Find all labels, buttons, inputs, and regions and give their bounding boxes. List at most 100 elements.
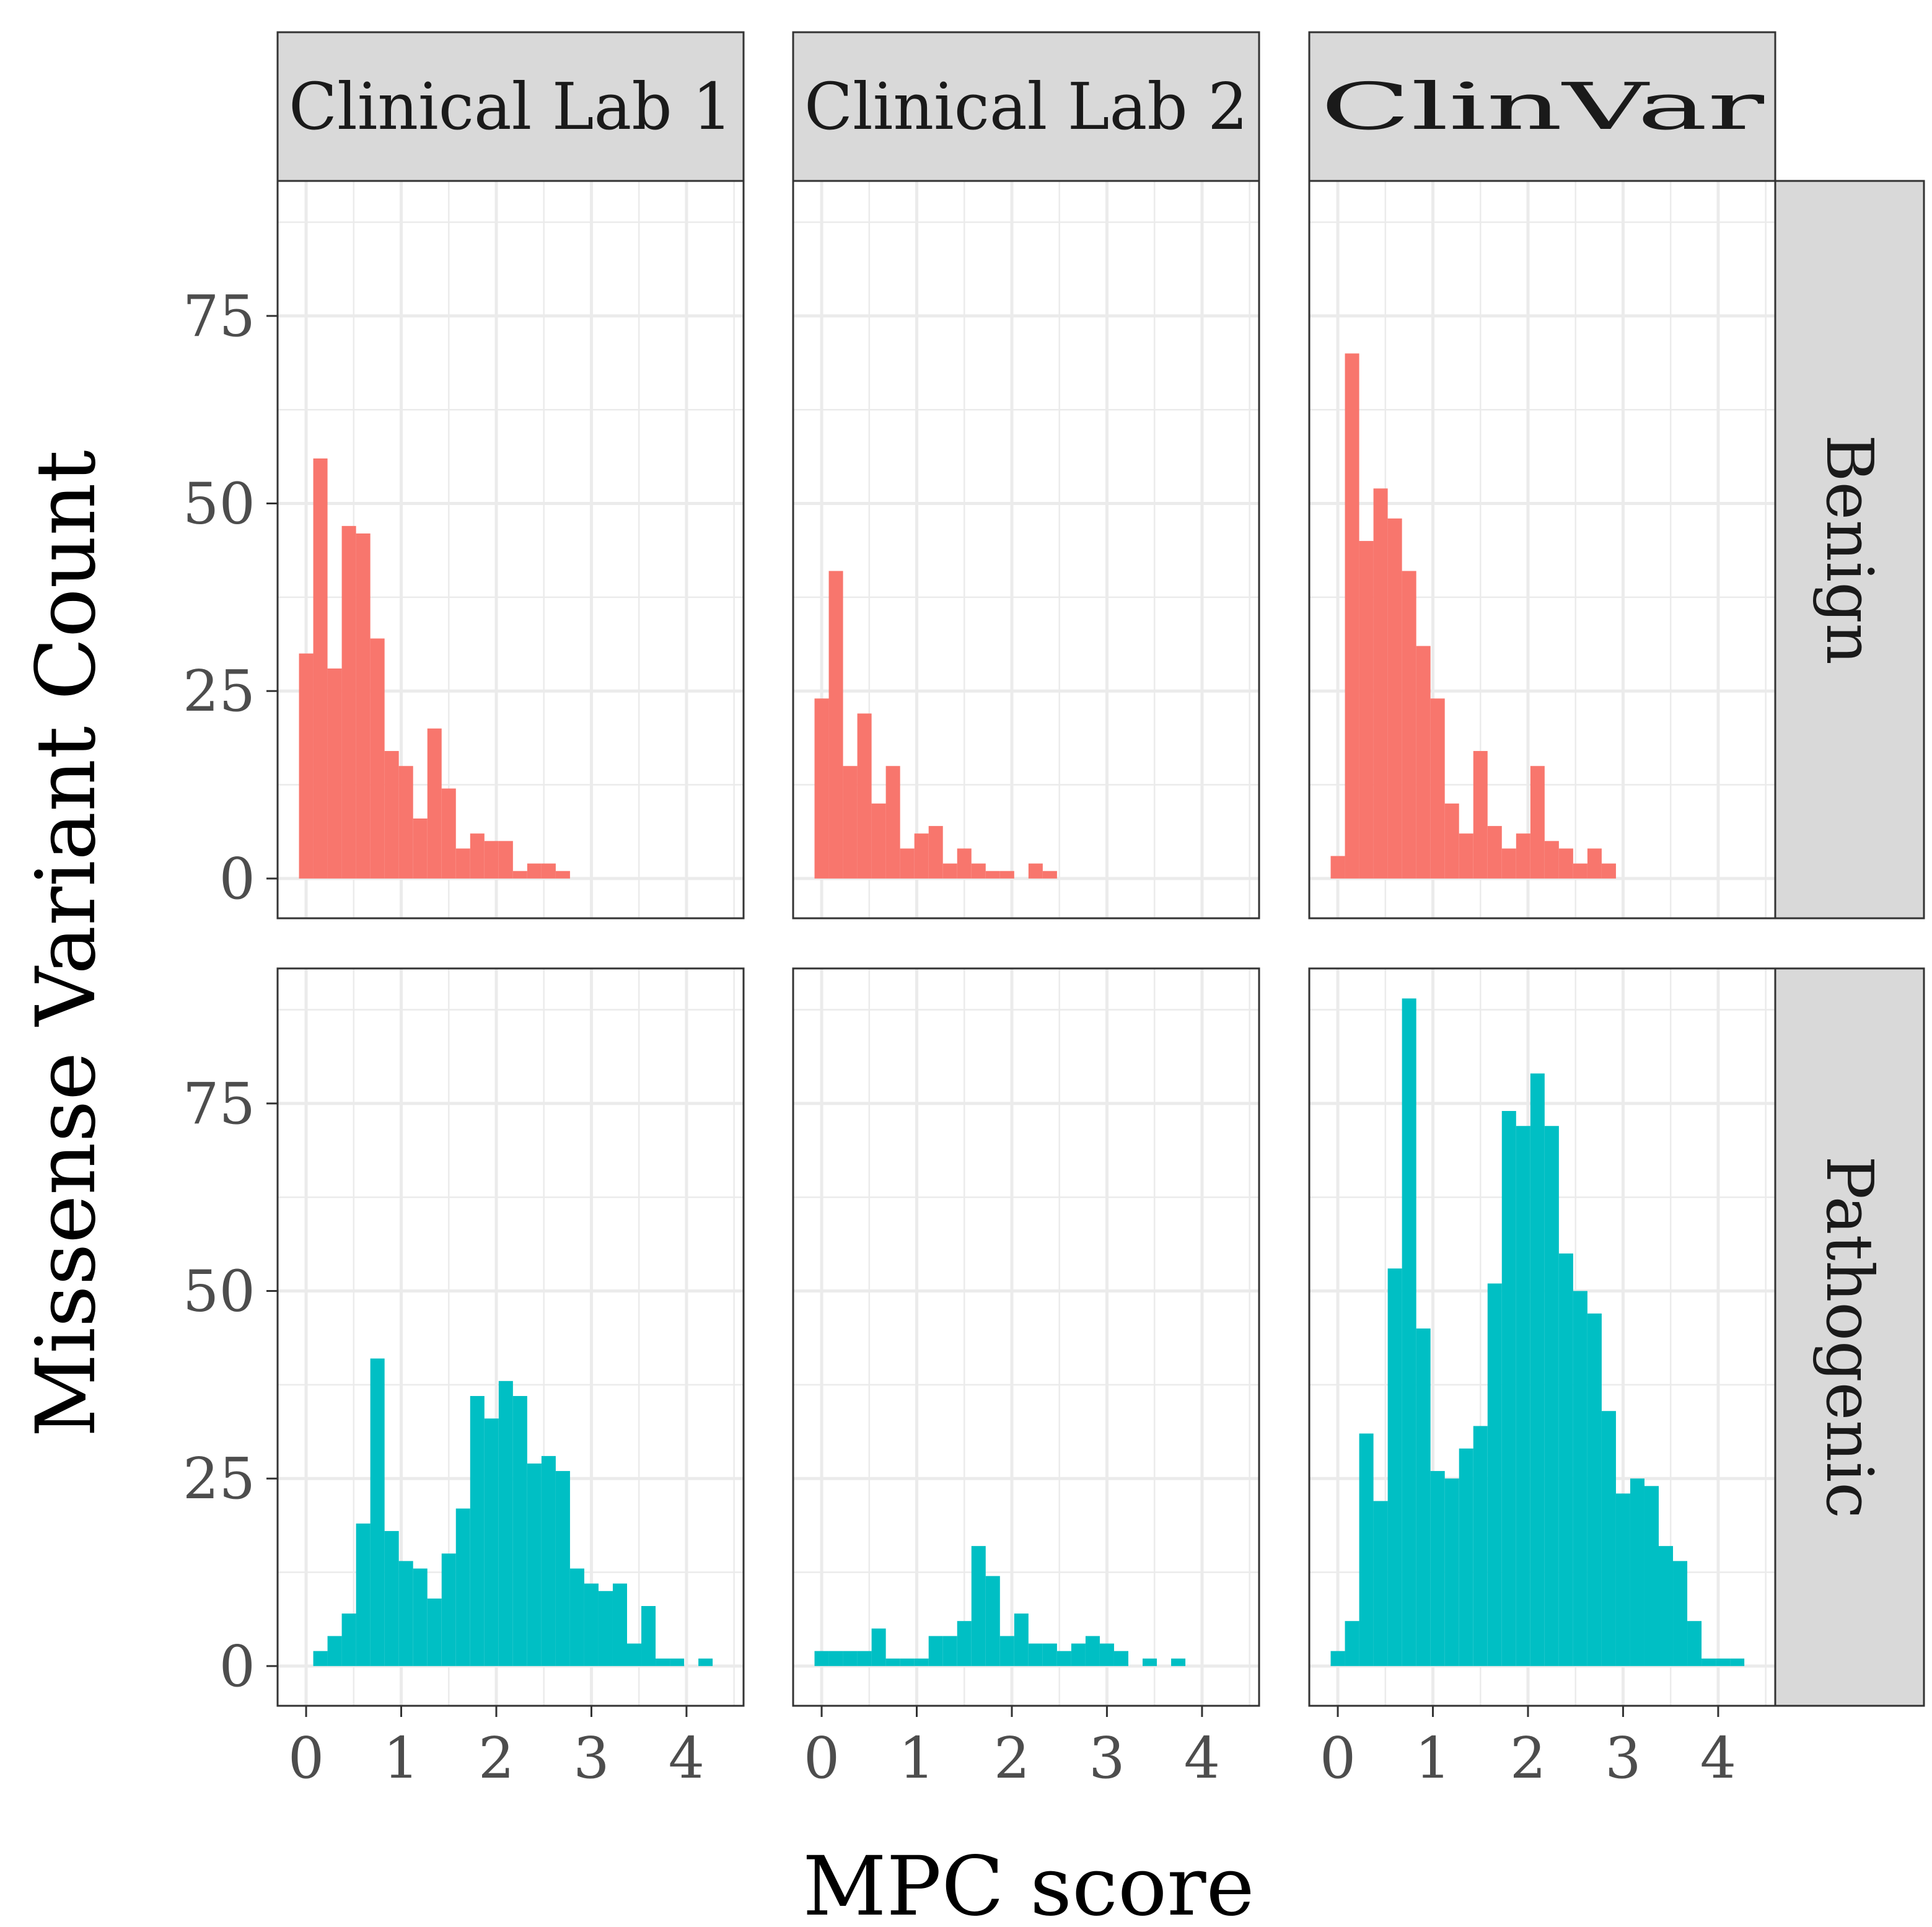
strip-background (276, 31, 745, 182)
histogram-bar (313, 458, 328, 879)
histogram-bar (1387, 1268, 1402, 1666)
histogram-bar (1601, 1411, 1616, 1666)
histogram-bar (441, 1553, 456, 1666)
histogram-bar (871, 1628, 886, 1666)
histogram-bar (971, 1546, 986, 1666)
histogram-bar (356, 533, 371, 879)
strip-label: Clinical Lab 1 (289, 69, 732, 144)
histogram-bar (1459, 833, 1473, 879)
strip-background (1774, 180, 1925, 920)
histogram-bar (413, 818, 428, 879)
histogram-bar (527, 1463, 542, 1666)
histogram-bar (814, 1651, 829, 1666)
histogram-bar (341, 525, 356, 879)
x-tick-label: 2 (994, 1725, 1030, 1791)
histogram-bar (1430, 698, 1445, 879)
histogram-bar (370, 638, 385, 879)
histogram-bar (299, 653, 314, 879)
histogram-bar (670, 1658, 685, 1666)
strip-background (792, 31, 1260, 182)
x-tick-label: 2 (478, 1725, 515, 1791)
histogram-bar (999, 1636, 1014, 1666)
y-tick-label: 50 (183, 1258, 255, 1325)
histogram-bar (427, 728, 442, 879)
histogram-bar (1430, 1471, 1445, 1666)
histogram-bar (1416, 1328, 1431, 1666)
histogram-bar (885, 766, 900, 879)
y-tick-label: 75 (183, 1071, 255, 1137)
histogram-bar (1501, 1111, 1516, 1666)
histogram-bar (384, 751, 399, 879)
histogram-bar (1558, 848, 1573, 879)
histogram-bar (857, 713, 872, 879)
histogram-bar (612, 1583, 627, 1666)
y-tick-label: 25 (183, 658, 255, 724)
histogram-bar (698, 1658, 713, 1666)
histogram-bar (470, 833, 485, 879)
histogram-bar (928, 826, 943, 879)
histogram-bar (555, 871, 570, 879)
histogram-bar (843, 1651, 858, 1666)
histogram-bar (814, 698, 829, 879)
panel-clinical-lab-2-pathogenic (792, 967, 1260, 1707)
histogram-bar (900, 848, 915, 879)
histogram-bar (641, 1605, 656, 1666)
histogram-bar (828, 571, 843, 879)
strip-clinvar: ClinVar (1308, 31, 1776, 182)
histogram-bar (484, 841, 499, 879)
histogram-bar (541, 1455, 556, 1666)
histogram-bar (569, 1568, 584, 1666)
panel-clinical-lab-1-pathogenic (276, 967, 745, 1707)
histogram-bar (1042, 871, 1057, 879)
histogram-bar (1416, 646, 1431, 879)
x-tick-label: 1 (383, 1725, 419, 1791)
histogram-bar (398, 766, 413, 879)
histogram-bar (656, 1658, 670, 1666)
histogram-bar (1558, 1253, 1573, 1666)
histogram-bar (1473, 1426, 1488, 1666)
histogram-bar (985, 1576, 1000, 1666)
histogram-bar (398, 1561, 413, 1666)
histogram-bar (1099, 1643, 1114, 1666)
histogram-bar (1487, 826, 1502, 879)
histogram-bar (942, 863, 957, 879)
histogram-bar (1056, 1651, 1071, 1666)
histogram-bar (1487, 1283, 1502, 1666)
y-axis-title: Missense Variant Count (19, 450, 114, 1437)
panel-border (276, 967, 745, 1707)
histogram-bar (327, 1636, 342, 1666)
panel-clinical-lab-1-benign (276, 180, 745, 920)
x-tick-label: 1 (898, 1725, 935, 1791)
y-tick-label: 25 (183, 1446, 255, 1512)
histogram-bar (1028, 863, 1043, 879)
histogram-bar (1687, 1621, 1702, 1666)
panel-background (793, 968, 1259, 1706)
histogram-bar (1143, 1658, 1157, 1666)
histogram-bar (598, 1591, 613, 1666)
histogram-bar (1373, 1501, 1388, 1666)
x-axis-title: MPC score (802, 1839, 1254, 1927)
histogram-bar (1071, 1643, 1086, 1666)
strip-label: Pathogenic (1812, 1156, 1887, 1518)
strip-label: ClinVar (1320, 69, 1765, 144)
histogram-bar (455, 1508, 470, 1666)
histogram-bar (1659, 1546, 1674, 1666)
histogram-bar (1345, 1621, 1359, 1666)
histogram-bar (1345, 353, 1359, 879)
histogram-bar (413, 1568, 428, 1666)
strip-pathogenic: Pathogenic (1774, 967, 1925, 1707)
histogram-bar (985, 871, 1000, 879)
histogram-bar (1516, 1126, 1530, 1666)
histogram-bar (1501, 848, 1516, 879)
x-tick-label: 4 (669, 1725, 705, 1791)
strip-clinical-lab-2: Clinical Lab 2 (792, 31, 1260, 182)
histogram-bar (1444, 1478, 1459, 1666)
histogram-bar (1459, 1448, 1473, 1666)
histogram-bar (971, 863, 986, 879)
histogram-bar (384, 1530, 399, 1666)
histogram-bar (871, 803, 886, 879)
histogram-bar (498, 841, 513, 879)
histogram-bar (1573, 863, 1587, 879)
